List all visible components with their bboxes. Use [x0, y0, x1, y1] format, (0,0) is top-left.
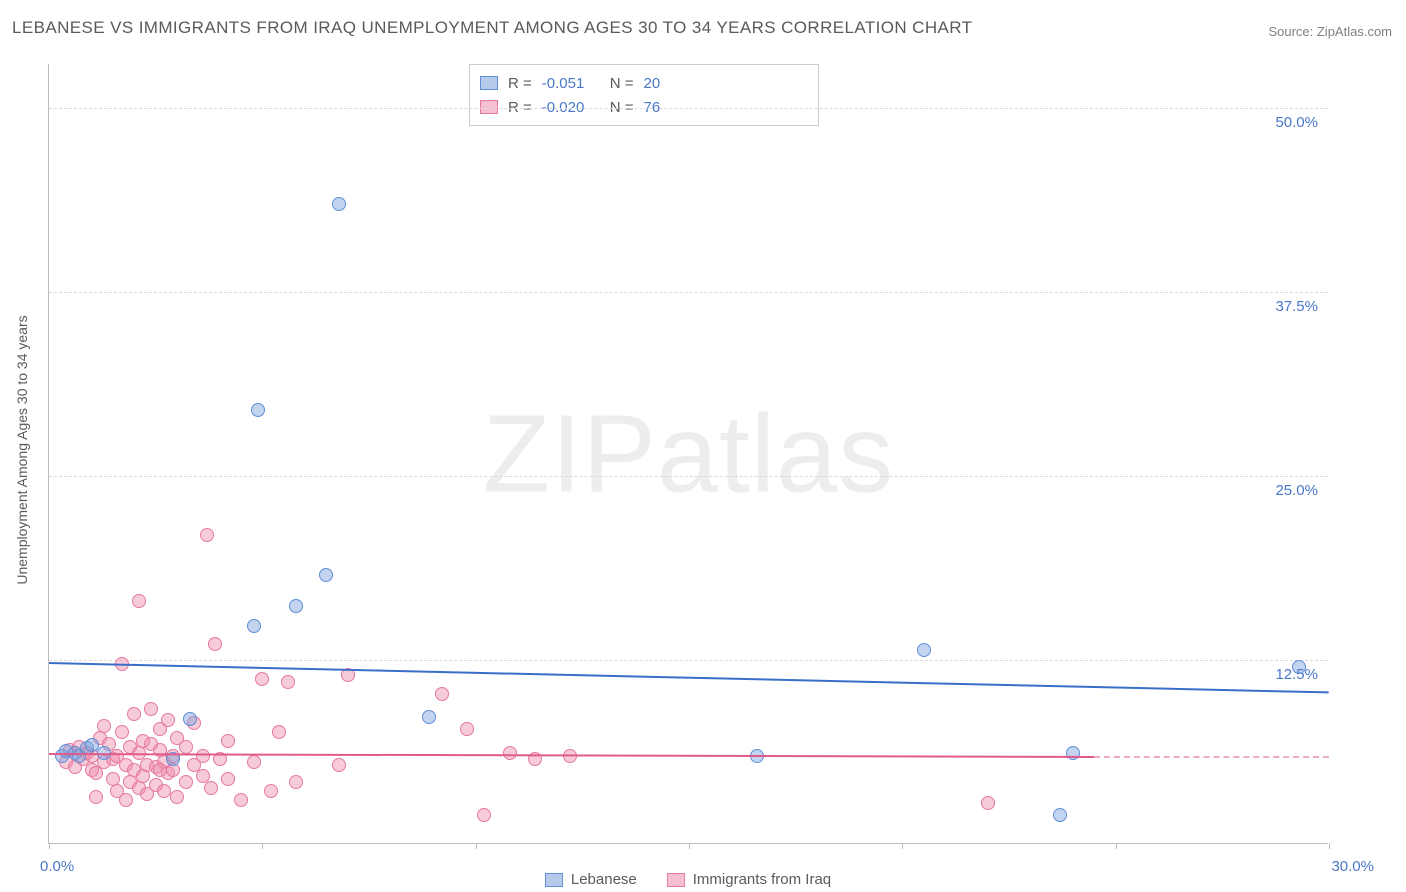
data-point: [119, 793, 133, 807]
data-point: [264, 784, 278, 798]
data-point: [332, 758, 346, 772]
legend-stats-row: R = -0.020 N = 76: [480, 95, 808, 119]
gridline: [49, 476, 1328, 477]
trend-line: [1094, 756, 1329, 758]
data-point: [319, 568, 333, 582]
data-point: [435, 687, 449, 701]
data-point: [503, 746, 517, 760]
legend-item-immigrants-iraq: Immigrants from Iraq: [667, 871, 831, 888]
data-point: [89, 766, 103, 780]
data-point: [247, 619, 261, 633]
y-tick-label: 25.0%: [1275, 482, 1318, 499]
x-tick: [262, 843, 263, 849]
data-point: [208, 637, 222, 651]
data-point: [221, 734, 235, 748]
data-point: [247, 755, 261, 769]
data-point: [1053, 808, 1067, 822]
data-point: [97, 719, 111, 733]
data-point: [272, 725, 286, 739]
data-point: [183, 712, 197, 726]
data-point: [477, 808, 491, 822]
swatch-icon: [480, 100, 498, 114]
data-point: [179, 740, 193, 754]
legend-series: Lebanese Immigrants from Iraq: [48, 871, 1328, 888]
legend-item-lebanese: Lebanese: [545, 871, 637, 888]
data-point: [251, 403, 265, 417]
data-point: [161, 713, 175, 727]
y-tick-label: 12.5%: [1275, 666, 1318, 683]
y-tick-label: 37.5%: [1275, 298, 1318, 315]
data-point: [255, 672, 269, 686]
x-tick: [49, 843, 50, 849]
gridline: [49, 292, 1328, 293]
data-point: [917, 643, 931, 657]
data-point: [89, 790, 103, 804]
data-point: [221, 772, 235, 786]
trend-line: [49, 662, 1329, 693]
data-point: [115, 725, 129, 739]
data-point: [234, 793, 248, 807]
x-tick: [902, 843, 903, 849]
data-point: [179, 775, 193, 789]
data-point: [289, 599, 303, 613]
plot-area: ZIPatlas R = -0.051 N = 20 R = -0.020 N …: [48, 64, 1328, 844]
x-tick: [1329, 843, 1330, 849]
swatch-icon: [667, 873, 685, 887]
y-tick-label: 50.0%: [1275, 114, 1318, 131]
data-point: [981, 796, 995, 810]
data-point: [281, 675, 295, 689]
data-point: [422, 710, 436, 724]
legend-stats-box: R = -0.051 N = 20 R = -0.020 N = 76: [469, 64, 819, 126]
swatch-icon: [545, 873, 563, 887]
data-point: [153, 763, 167, 777]
data-point: [332, 197, 346, 211]
data-point: [170, 790, 184, 804]
legend-stats-row: R = -0.051 N = 20: [480, 71, 808, 95]
data-point: [200, 528, 214, 542]
data-point: [460, 722, 474, 736]
gridline: [49, 660, 1328, 661]
gridline: [49, 108, 1328, 109]
x-tick: [689, 843, 690, 849]
x-tick: [476, 843, 477, 849]
y-axis-label: Unemployment Among Ages 30 to 34 years: [14, 315, 30, 584]
data-point: [289, 775, 303, 789]
data-point: [85, 738, 99, 752]
watermark: ZIPatlas: [483, 390, 894, 517]
data-point: [204, 781, 218, 795]
data-point: [127, 707, 141, 721]
source-attribution: Source: ZipAtlas.com: [1268, 24, 1392, 39]
x-tick: [1116, 843, 1117, 849]
data-point: [144, 702, 158, 716]
data-point: [196, 749, 210, 763]
data-point: [132, 594, 146, 608]
x-axis-max-label: 30.0%: [1331, 858, 1374, 875]
chart-title: LEBANESE VS IMMIGRANTS FROM IRAQ UNEMPLO…: [12, 18, 972, 38]
swatch-icon: [480, 76, 498, 90]
